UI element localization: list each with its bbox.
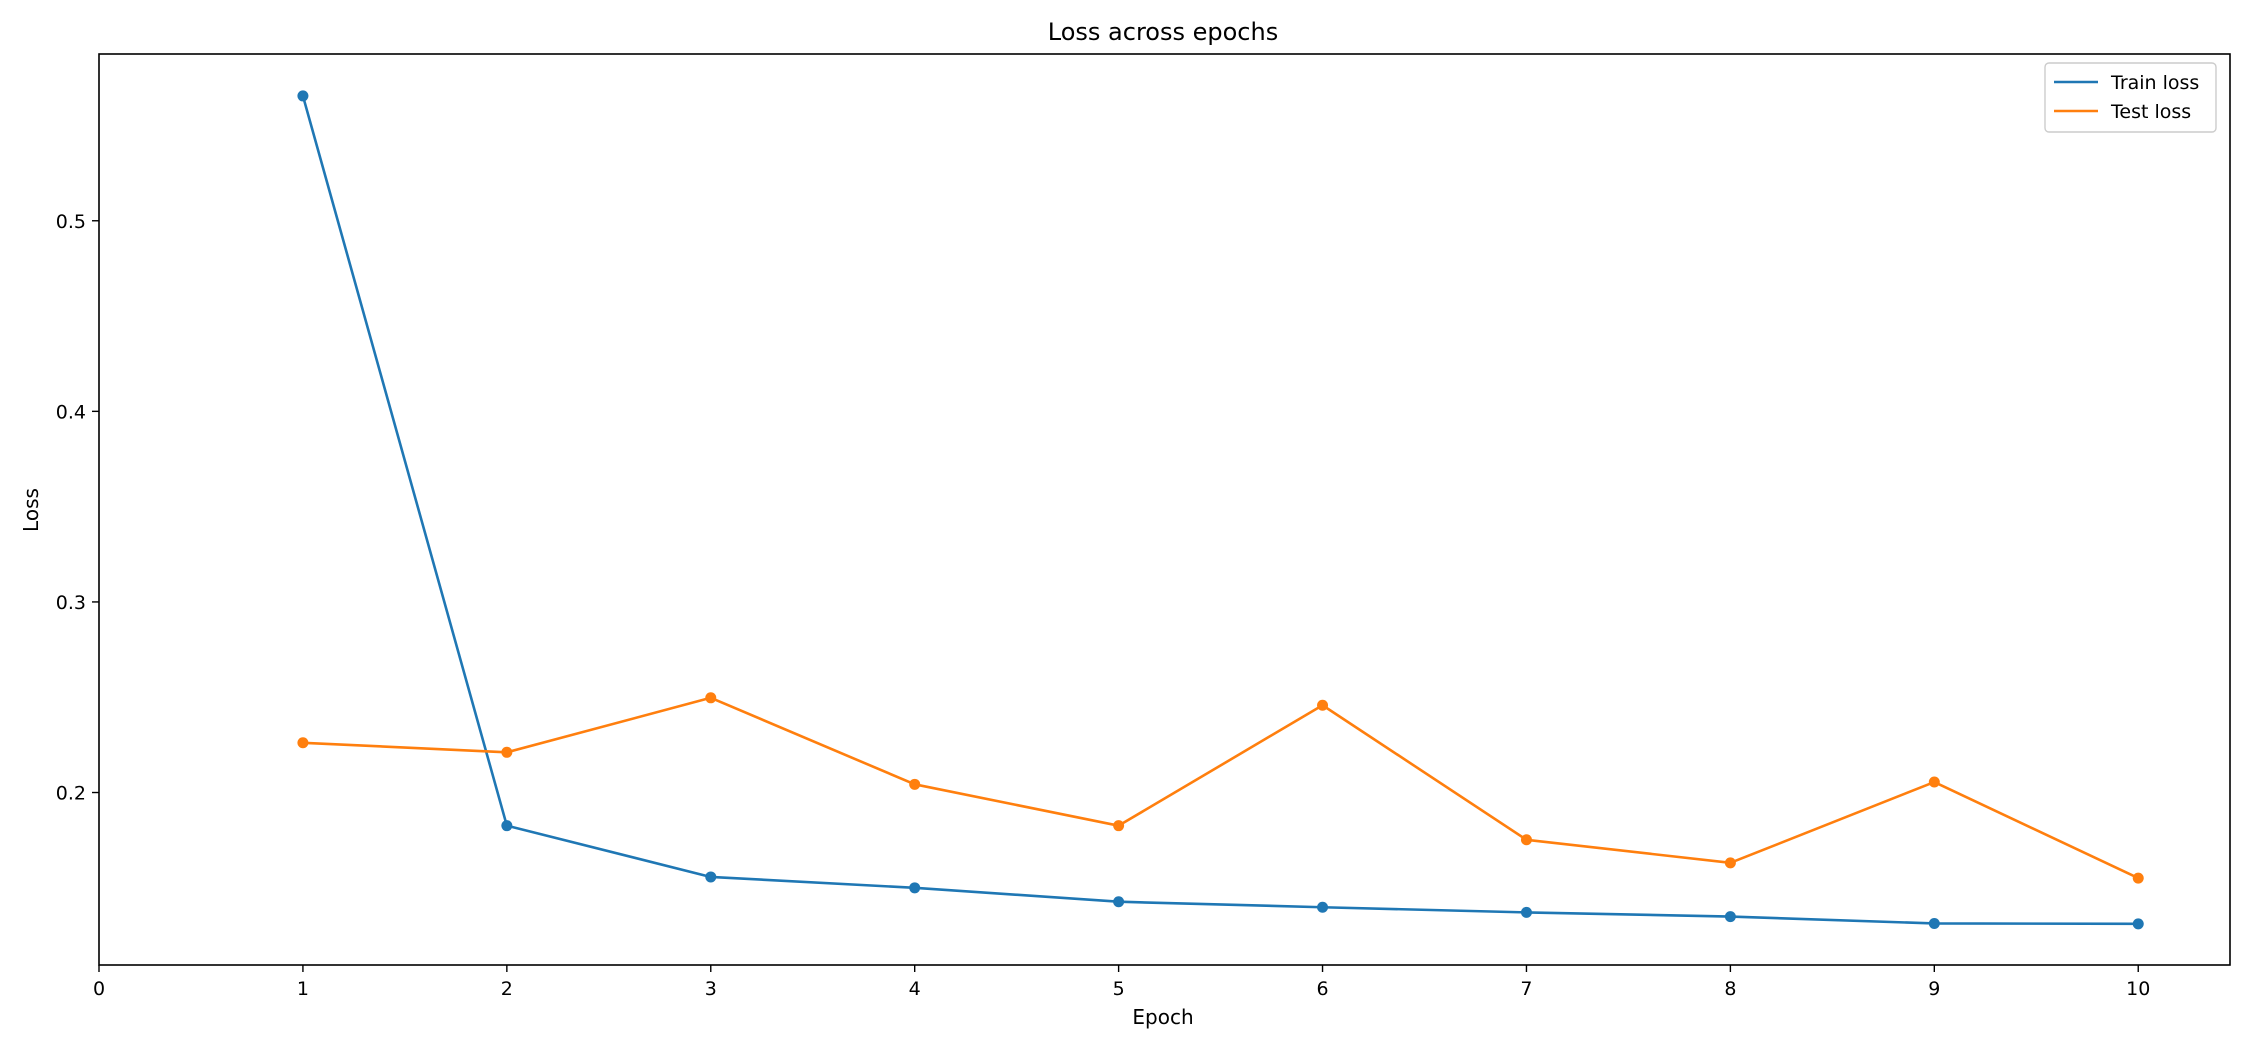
data-point-train-loss (705, 871, 717, 883)
legend-label-test-loss: Test loss (2110, 101, 2191, 123)
series-train-loss (297, 90, 2144, 930)
data-point-test-loss (501, 746, 513, 758)
x-axis-ticks: 0 1 2 3 4 5 6 7 8 9 10 (93, 965, 2150, 1000)
series-test-loss (297, 692, 2144, 884)
x-axis-label: Epoch (1132, 1005, 1193, 1029)
y-tick-label: 0.2 (56, 783, 86, 805)
data-point-test-loss (705, 692, 717, 704)
x-tick-label: 1 (297, 978, 309, 1000)
data-point-test-loss (1724, 857, 1736, 869)
series-line-test-loss (302, 696, 2139, 880)
plot-area (98, 53, 2231, 966)
data-point-train-loss (2132, 918, 2144, 930)
data-point-train-loss (501, 820, 513, 832)
x-tick-label: 9 (1928, 978, 1940, 1000)
legend: Train loss Test loss (2044, 62, 2217, 133)
y-axis-label: Loss (19, 488, 43, 532)
x-tick-label: 10 (2126, 978, 2150, 1000)
data-point-train-loss (1520, 906, 1532, 918)
data-point-train-loss (1113, 896, 1125, 908)
data-point-train-loss (1928, 917, 1940, 929)
data-point-train-loss (1317, 901, 1329, 913)
data-point-test-loss (1317, 699, 1329, 711)
data-point-test-loss (297, 737, 309, 749)
x-tick-label: 7 (1520, 978, 1532, 1000)
data-point-test-loss (1113, 820, 1125, 832)
y-tick-label: 0.5 (56, 211, 86, 233)
data-point-test-loss (909, 778, 921, 790)
data-point-train-loss (297, 90, 309, 102)
x-tick-label: 4 (909, 978, 921, 1000)
axes-frame (98, 53, 2231, 966)
series-layer (297, 90, 2144, 930)
data-point-train-loss (909, 882, 921, 894)
data-point-train-loss (1724, 911, 1736, 923)
series-line-train-loss (301, 95, 2139, 926)
legend-label-train-loss: Train loss (2110, 72, 2199, 94)
chart-title: Loss across epochs (1048, 18, 1278, 46)
x-tick-label: 2 (501, 978, 513, 1000)
legend-frame (2044, 62, 2217, 133)
data-point-test-loss (2132, 872, 2144, 884)
data-point-test-loss (1520, 834, 1532, 846)
y-axis-ticks: 0.2 0.3 0.4 0.5 (56, 211, 99, 805)
x-tick-label: 0 (93, 978, 105, 1000)
y-tick-label: 0.4 (56, 401, 86, 423)
x-tick-label: 6 (1316, 978, 1328, 1000)
x-tick-label: 5 (1113, 978, 1125, 1000)
x-tick-label: 3 (705, 978, 717, 1000)
y-tick-label: 0.3 (56, 592, 86, 614)
x-tick-label: 8 (1724, 978, 1736, 1000)
data-point-test-loss (1928, 776, 1940, 788)
